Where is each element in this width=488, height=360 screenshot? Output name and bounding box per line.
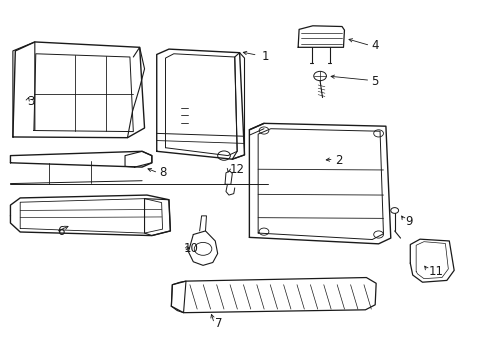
Text: 6: 6	[57, 225, 64, 238]
Text: 2: 2	[334, 154, 342, 167]
Text: 4: 4	[370, 39, 378, 52]
Text: 10: 10	[183, 242, 198, 255]
Text: 8: 8	[159, 166, 166, 179]
Text: 1: 1	[261, 50, 268, 63]
Text: 5: 5	[370, 75, 378, 88]
Text: 7: 7	[215, 317, 223, 330]
Text: 3: 3	[27, 95, 35, 108]
Text: 12: 12	[229, 163, 244, 176]
Text: 9: 9	[405, 215, 412, 228]
Text: 11: 11	[428, 265, 443, 278]
